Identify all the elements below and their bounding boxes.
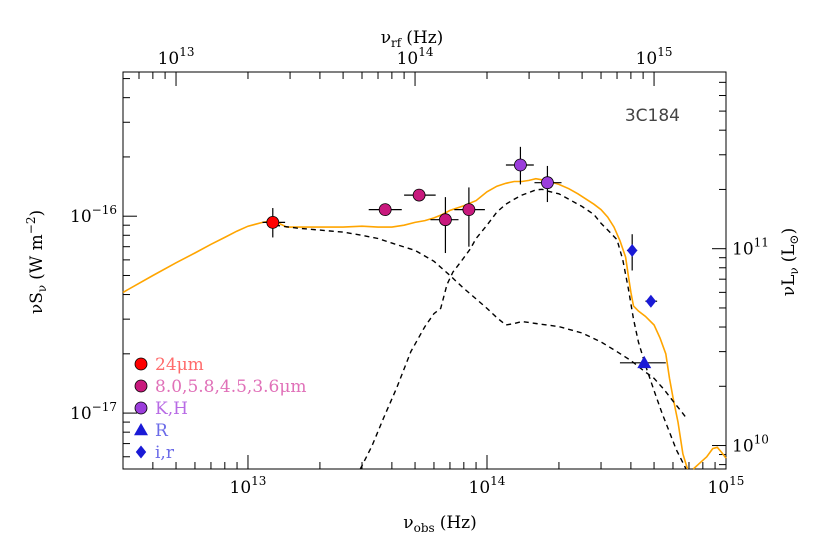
top-axis-title: νrf (Hz) bbox=[381, 28, 444, 50]
data-points bbox=[262, 146, 666, 369]
data-point bbox=[514, 158, 527, 172]
legend-marker bbox=[134, 379, 148, 393]
x-tick-label: 1013 bbox=[230, 474, 267, 498]
legend-label: 8.0,5.8,4.5,3.6μm bbox=[155, 377, 307, 397]
legend-marker bbox=[134, 357, 148, 371]
total-model-curve bbox=[122, 177, 689, 470]
right-tick-label: 1010 bbox=[732, 433, 769, 457]
top-tick-label: 1014 bbox=[397, 45, 434, 69]
right-axis-title: νLν(L⊙) bbox=[779, 228, 801, 297]
plot-frame bbox=[122, 71, 727, 470]
x-axis-title: νobs (Hz) bbox=[403, 513, 476, 535]
legend-label: K,H bbox=[155, 399, 188, 419]
y-tick-label: 10−17 bbox=[70, 400, 117, 424]
data-point bbox=[378, 203, 392, 217]
data-point bbox=[541, 176, 554, 190]
top-tick-label: 1015 bbox=[636, 45, 673, 69]
legend-label: 24μm bbox=[155, 355, 204, 375]
data-point bbox=[439, 213, 452, 227]
plot-border bbox=[122, 71, 727, 470]
axis-ticks: 1013 1014 1015 1013 1014 1015 10−17 10−16 1010 10… bbox=[70, 45, 769, 498]
data-point bbox=[412, 188, 426, 202]
legend-label: R bbox=[155, 421, 169, 441]
data-point bbox=[637, 355, 652, 369]
source-annotation: 3C184 bbox=[625, 106, 680, 126]
data-point bbox=[266, 216, 280, 229]
data-point bbox=[645, 294, 657, 308]
total-model-curve bbox=[692, 446, 727, 470]
legend-label: i,r bbox=[155, 443, 175, 463]
x-tick-label: 1015 bbox=[708, 474, 745, 498]
top-tick-label: 1013 bbox=[158, 45, 195, 69]
legend-marker bbox=[134, 423, 148, 436]
right-tick-label: 1011 bbox=[732, 236, 769, 260]
legend-marker bbox=[135, 445, 147, 459]
data-point bbox=[462, 203, 476, 217]
data-point bbox=[626, 243, 638, 257]
y-axis-title: νSν(W m−2) bbox=[24, 210, 49, 314]
dashed-model-curve bbox=[266, 220, 687, 418]
y-tick-label: 10−16 bbox=[70, 203, 117, 227]
legend-marker bbox=[134, 401, 148, 415]
x-tick-label: 1014 bbox=[469, 474, 506, 498]
model-curves bbox=[122, 177, 727, 470]
dashed-model-curve bbox=[359, 188, 687, 470]
